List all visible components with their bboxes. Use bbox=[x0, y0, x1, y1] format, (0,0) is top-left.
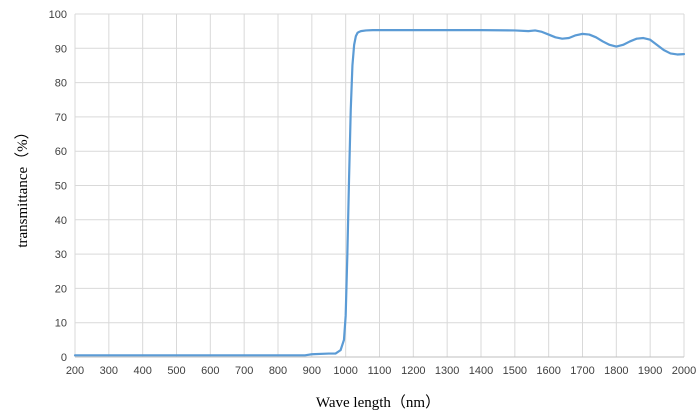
x-tick-label: 1300 bbox=[435, 365, 459, 377]
x-tick-label: 1700 bbox=[570, 365, 594, 377]
x-tick-label: 1500 bbox=[503, 365, 527, 377]
series-layer bbox=[73, 29, 686, 357]
x-tick-label: 200 bbox=[66, 365, 84, 377]
y-tick-label: 20 bbox=[55, 283, 67, 295]
x-tick-label: 1200 bbox=[401, 365, 425, 377]
x-tick-label: 300 bbox=[100, 365, 118, 377]
x-tick-label: 400 bbox=[133, 365, 151, 377]
x-tick-label: 1000 bbox=[333, 365, 357, 377]
x-tick-label: 1800 bbox=[604, 365, 628, 377]
y-tick-label: 30 bbox=[55, 249, 67, 261]
x-axis-title: Wave length（nm） bbox=[316, 394, 440, 411]
x-tick-label: 1600 bbox=[536, 365, 560, 377]
x-tick-label: 500 bbox=[167, 365, 185, 377]
y-tick-label: 0 bbox=[61, 352, 67, 364]
grid-layer bbox=[74, 13, 685, 357]
y-axis-title: transmittance（%） bbox=[14, 124, 31, 247]
y-tick-label: 10 bbox=[55, 318, 67, 330]
x-tick-label: 2000 bbox=[672, 365, 696, 377]
x-tick-label: 700 bbox=[235, 365, 253, 377]
x-tick-label: 600 bbox=[201, 365, 219, 377]
transmittance-series-line bbox=[73, 29, 686, 357]
y-tick-label: 80 bbox=[55, 78, 67, 90]
y-tick-label: 40 bbox=[55, 215, 67, 227]
y-tick-label: 50 bbox=[55, 181, 67, 193]
y-tick-label: 60 bbox=[55, 146, 67, 158]
x-tick-label: 800 bbox=[269, 365, 287, 377]
y-tick-label: 90 bbox=[55, 43, 67, 55]
x-tick-label: 900 bbox=[303, 365, 321, 377]
x-tick-label: 1900 bbox=[638, 365, 662, 377]
y-tick-label: 70 bbox=[55, 112, 67, 124]
x-tick-label: 1100 bbox=[368, 365, 392, 377]
x-tick-label: 1400 bbox=[469, 365, 493, 377]
y-tick-label: 100 bbox=[49, 9, 67, 21]
tick-layer: 0 10 20 30 40 50 60 70 80 90 100 200 300 400 500 600 700… bbox=[49, 9, 697, 377]
